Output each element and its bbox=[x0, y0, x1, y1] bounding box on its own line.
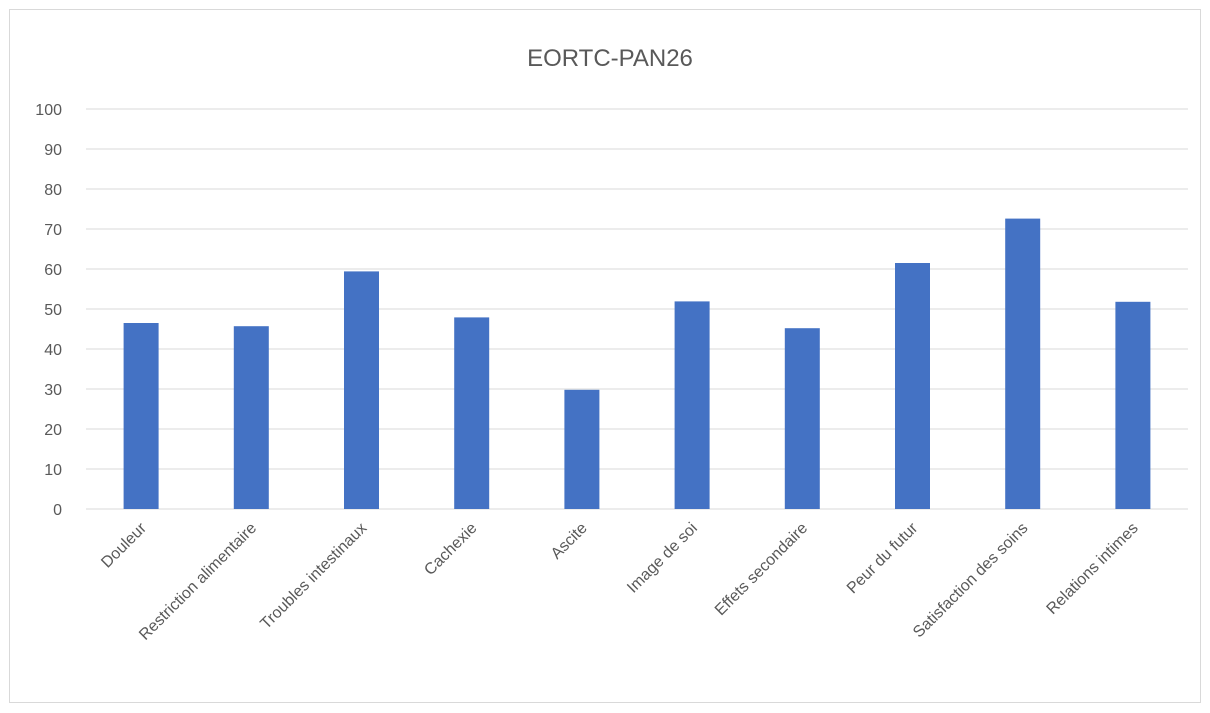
x-tick-label: Cachexie bbox=[421, 520, 480, 579]
bar bbox=[344, 271, 379, 509]
y-tick-label: 60 bbox=[44, 262, 62, 279]
y-tick-label: 20 bbox=[44, 422, 62, 439]
x-tick-label: Ascite bbox=[548, 520, 591, 563]
y-tick-label: 80 bbox=[44, 182, 62, 199]
y-tick-label: 90 bbox=[44, 142, 62, 159]
y-tick-label: 30 bbox=[44, 382, 62, 399]
bar bbox=[1115, 301, 1151, 509]
bar bbox=[1005, 218, 1041, 509]
y-axis-ticks: 0 10 20 30 40 50 60 70 80 90 100 bbox=[35, 102, 62, 519]
chart-frame bbox=[9, 9, 1201, 703]
y-tick-label: 50 bbox=[44, 302, 62, 319]
bar bbox=[454, 317, 490, 509]
y-tick-label: 10 bbox=[44, 462, 62, 479]
bars bbox=[123, 218, 1151, 509]
x-tick-label: Relations intimes bbox=[1044, 520, 1142, 618]
bar bbox=[895, 263, 930, 509]
x-tick-label: Douleur bbox=[98, 519, 150, 571]
bar bbox=[674, 301, 710, 509]
gridlines bbox=[86, 108, 1188, 510]
y-tick-label: 40 bbox=[44, 342, 62, 359]
bar bbox=[123, 323, 159, 509]
x-tick-label: Image de soi bbox=[624, 520, 701, 597]
x-tick-label: Restriction alimentaire bbox=[136, 520, 260, 644]
y-tick-label: 70 bbox=[44, 222, 62, 239]
x-tick-label: Satisfaction des soins bbox=[910, 520, 1031, 641]
y-tick-label: 100 bbox=[35, 102, 62, 119]
y-tick-label: 0 bbox=[53, 502, 62, 519]
bar bbox=[784, 328, 820, 509]
x-tick-label: Troubles intestinaux bbox=[257, 520, 370, 633]
x-tick-label: Effets secondaire bbox=[712, 520, 811, 619]
chart-title: EORTC-PAN26 bbox=[527, 45, 693, 72]
bar bbox=[564, 389, 600, 509]
bar bbox=[233, 326, 269, 509]
x-tick-label: Peur du futur bbox=[844, 519, 922, 597]
